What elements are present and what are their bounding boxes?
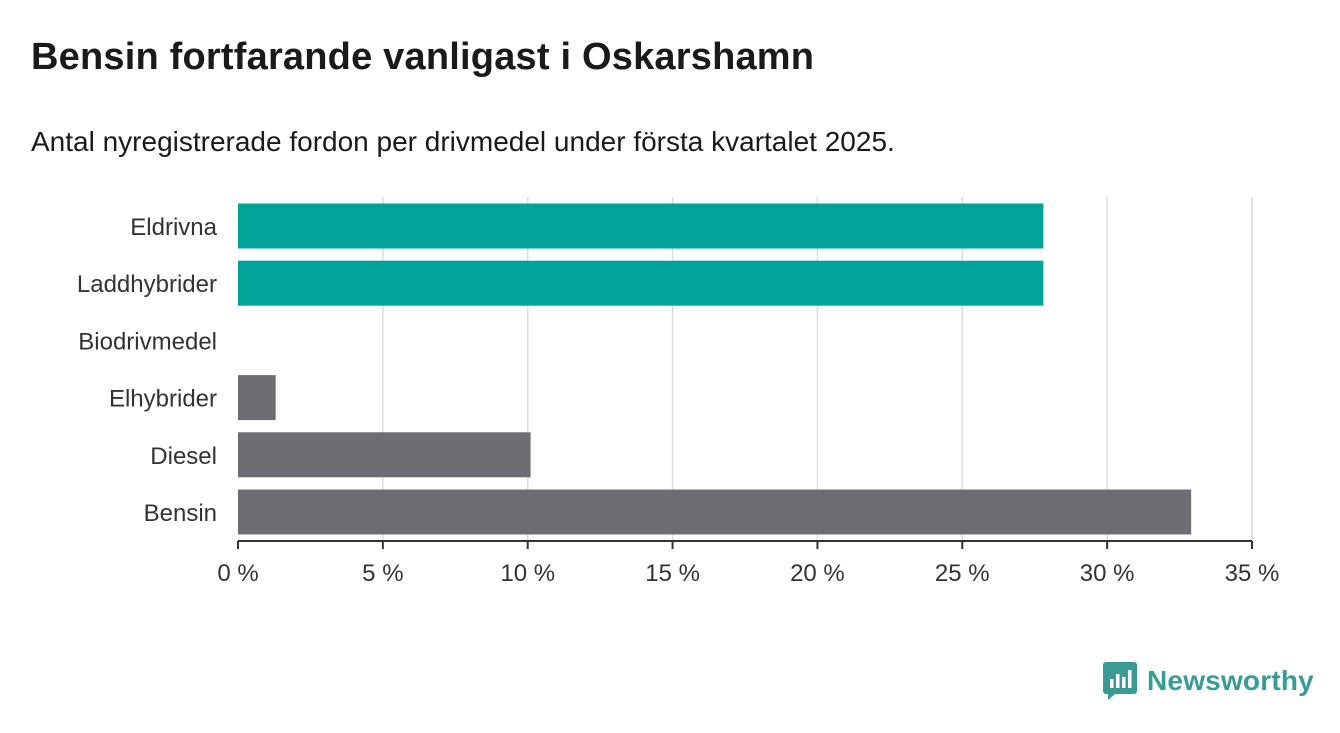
x-tick-label: 15 % [645,560,700,587]
category-label: Elhybrider [109,386,217,413]
category-label: Eldrivna [130,214,217,241]
x-tick-label: 10 % [500,560,555,587]
brand-name: Newsworthy [1147,665,1314,696]
x-tick-label: 30 % [1080,560,1135,587]
x-tick-label: 0 % [217,560,258,587]
x-tick-label: 5 % [362,560,403,587]
bar [238,489,1192,535]
brand-logo: Newsworthy [1103,662,1314,700]
bar [238,432,531,478]
newsworthy-logo-icon [1103,662,1137,700]
chart-subtitle: Antal nyregistrerade fordon per drivmede… [31,126,895,157]
category-label: Diesel [150,443,217,470]
x-tick-label: 25 % [935,560,990,587]
x-tick-label: 20 % [790,560,845,587]
chart-title: Bensin fortfarande vanligast i Oskarsham… [31,36,815,78]
x-tick-label: 35 % [1225,560,1280,587]
bar [238,203,1044,249]
category-label: Bensin [144,500,217,527]
category-label: Biodrivmedel [78,328,217,355]
bar [238,260,1044,306]
category-label: Laddhybrider [77,271,217,298]
bar [238,375,276,421]
